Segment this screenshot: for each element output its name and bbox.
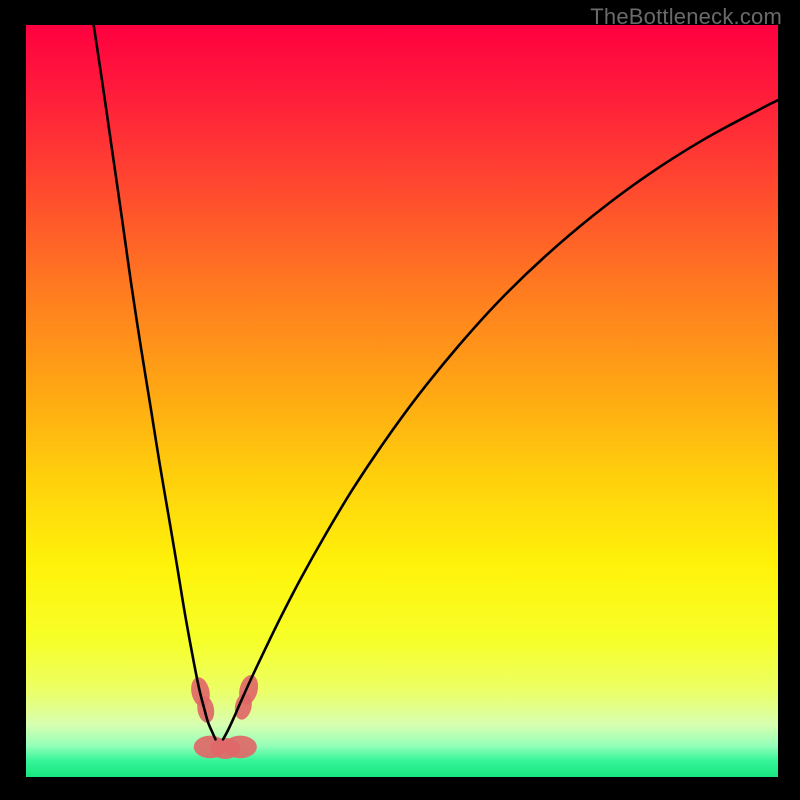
watermark-text: TheBottleneck.com <box>590 4 782 30</box>
curve-overlay <box>26 25 778 777</box>
plot-area <box>26 25 778 777</box>
stage: TheBottleneck.com <box>0 0 800 800</box>
curve-left <box>94 25 216 739</box>
curve-right <box>223 100 778 739</box>
